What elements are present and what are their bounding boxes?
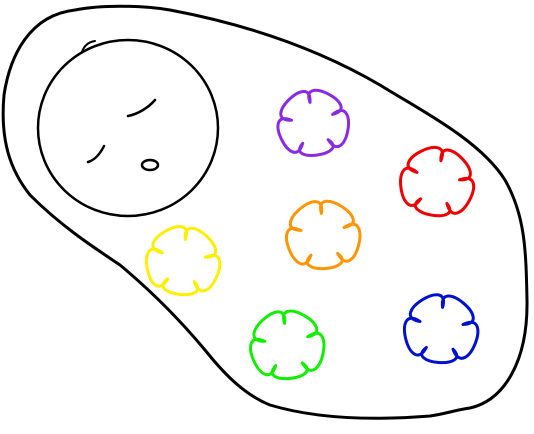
flower-purple — [276, 88, 350, 157]
flower-green — [249, 309, 326, 381]
flower-petals — [399, 145, 476, 218]
flower-petals — [276, 88, 350, 157]
flower-yellow — [145, 225, 222, 297]
flower-blue — [403, 293, 480, 364]
flower-orange — [285, 199, 362, 270]
head-hairline — [81, 40, 96, 53]
left-eye-closed — [86, 144, 106, 164]
flower-petals — [403, 293, 480, 364]
flower-petals — [249, 309, 326, 381]
baby-head — [36, 38, 220, 218]
baby-mouth — [140, 158, 160, 172]
flower-petals — [145, 225, 222, 297]
flower-petals — [285, 199, 362, 270]
right-eye-closed — [126, 98, 157, 118]
blanket-outline — [1, 4, 529, 420]
flower-red — [399, 145, 476, 218]
